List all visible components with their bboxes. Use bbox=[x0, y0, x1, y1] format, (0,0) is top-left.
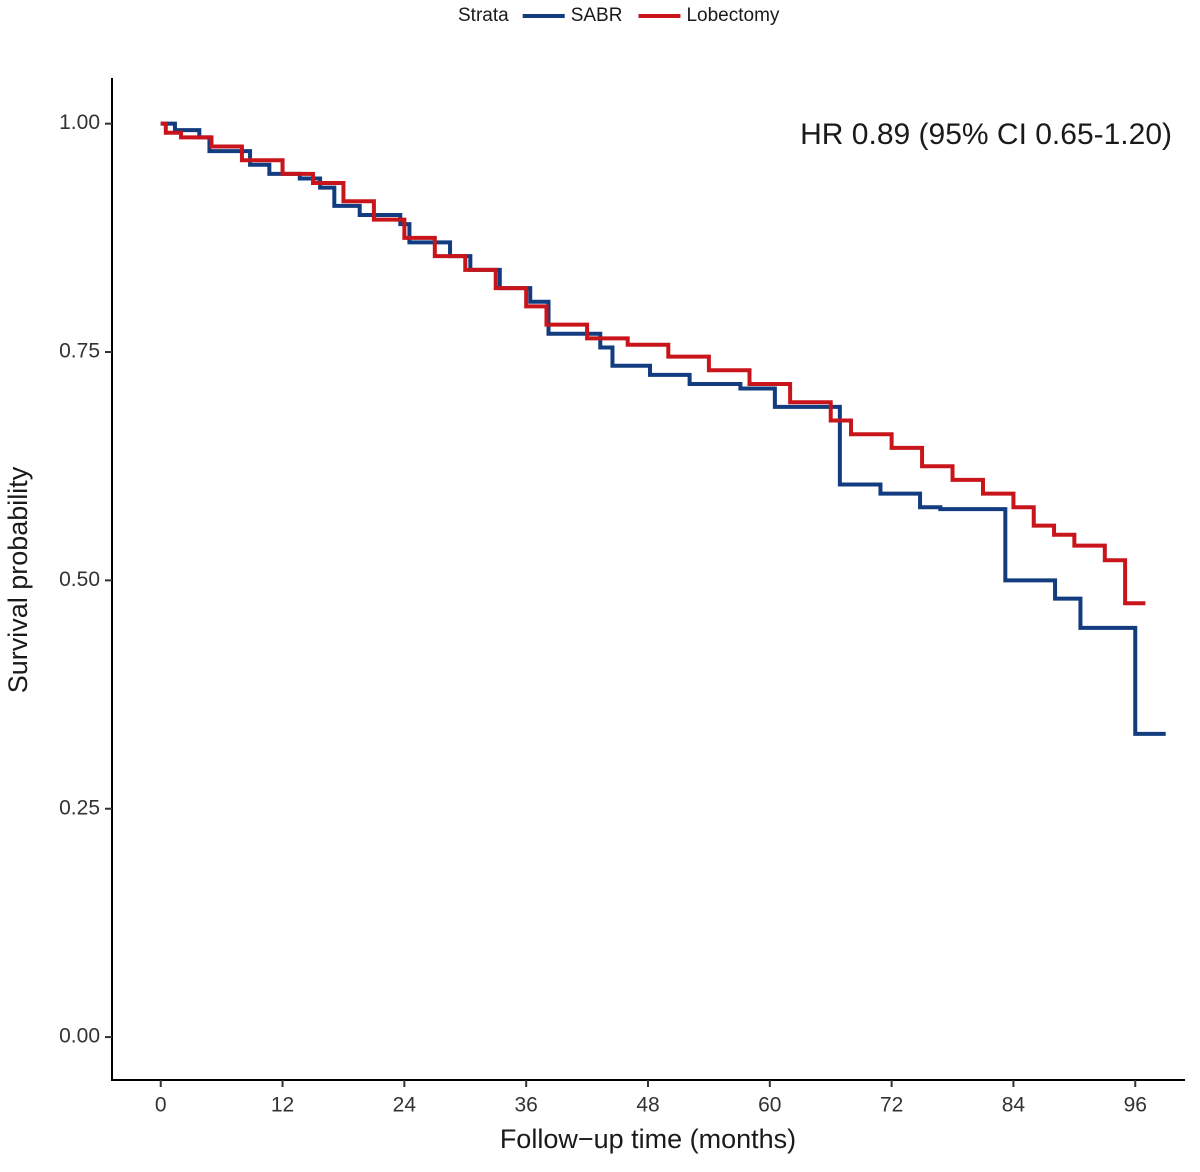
y-tick-label: 0.50 bbox=[59, 568, 100, 591]
y-tick-label: 0.75 bbox=[59, 340, 100, 363]
x-tick-label: 24 bbox=[393, 1094, 417, 1117]
x-tick-label: 48 bbox=[636, 1094, 659, 1117]
x-tick-label: 60 bbox=[758, 1094, 781, 1117]
legend-label: Lobectomy bbox=[686, 5, 779, 26]
survival-line bbox=[160, 121, 1166, 736]
annotation: HR 0.89 (95% CI 0.65-1.20) bbox=[800, 118, 1172, 151]
y-tick-label: 0.00 bbox=[59, 1025, 100, 1048]
survival-line bbox=[160, 121, 1146, 606]
x-tick-label: 36 bbox=[514, 1094, 537, 1117]
x-tick-label: 96 bbox=[1124, 1094, 1147, 1117]
legend-label: SABR bbox=[571, 5, 623, 26]
x-tick-label: 84 bbox=[1002, 1094, 1026, 1117]
y-axis-title: Survival probability bbox=[3, 466, 33, 693]
x-axis-title: Follow−up time (months) bbox=[500, 1124, 796, 1154]
y-tick-label: 1.00 bbox=[59, 111, 100, 134]
x-tick-label: 72 bbox=[880, 1094, 903, 1117]
legend-title: Strata bbox=[458, 5, 509, 26]
x-tick-label: 0 bbox=[155, 1094, 167, 1117]
y-tick-label: 0.25 bbox=[59, 796, 100, 819]
x-tick-label: 12 bbox=[271, 1094, 294, 1117]
